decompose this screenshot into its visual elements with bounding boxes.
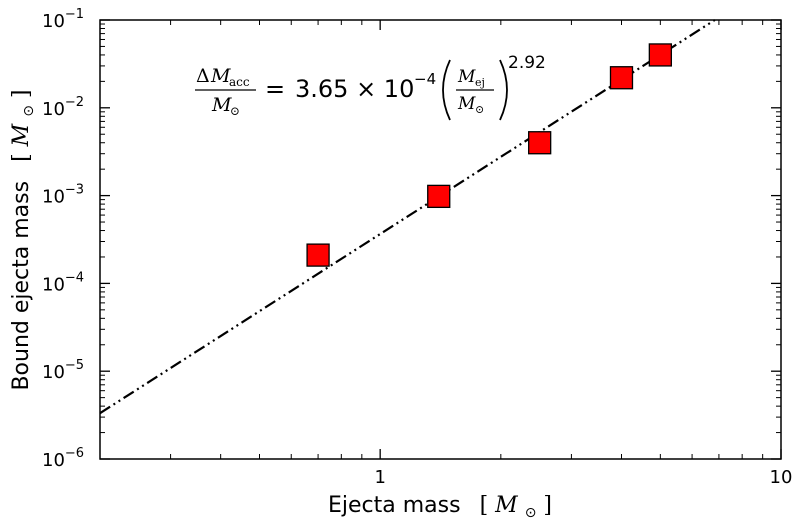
minor-ticks bbox=[100, 20, 781, 459]
eq-den-symbol: M bbox=[211, 94, 232, 116]
y-tick-label: 10−3 bbox=[42, 183, 84, 208]
y-tick-label: 10−2 bbox=[42, 95, 84, 120]
major-ticks bbox=[100, 19, 782, 460]
data-point-square bbox=[427, 184, 451, 209]
tick-labels: 1 10 10−6 10−5 10−4 10−3 10−2 10−1 bbox=[42, 7, 792, 488]
eq-inner-den-symbol: M bbox=[457, 94, 476, 114]
eq-inner-den-sub: ⊙ bbox=[475, 103, 484, 116]
y-axis-unit-open: [ bbox=[9, 153, 34, 162]
y-tick-label: 10−6 bbox=[42, 446, 84, 471]
data-point-square bbox=[528, 131, 552, 155]
eq-inner-num-sub: ej bbox=[475, 76, 485, 89]
eq-left-paren bbox=[442, 59, 451, 121]
y-axis-label: Bound ejecta mass [ M ⊙ ] bbox=[9, 89, 39, 390]
eq-inner-num-symbol: M bbox=[457, 67, 476, 87]
data-point-square bbox=[609, 66, 634, 90]
y-tick-label: 10−4 bbox=[42, 270, 84, 295]
x-axis-label-text: Ejecta mass bbox=[328, 493, 461, 518]
data-point-square bbox=[306, 243, 330, 267]
x-tick-label: 1 bbox=[374, 467, 385, 488]
eq-right-paren bbox=[499, 59, 508, 121]
y-axis-unit-symbol: M bbox=[9, 123, 34, 147]
x-axis-unit-close: ] bbox=[543, 493, 552, 518]
x-axis-unit-open: [ bbox=[480, 493, 489, 518]
y-tick-label: 10−5 bbox=[42, 358, 84, 383]
data-point-square bbox=[648, 43, 672, 67]
fit-line bbox=[99, 19, 716, 415]
fit-equation: Δ M acc M ⊙ = 3.65 × 10 −4 M ej M ⊙ 2.92 bbox=[195, 53, 546, 121]
eq-coefficient-exp: −4 bbox=[414, 70, 436, 88]
data-markers bbox=[306, 43, 672, 267]
y-axis-unit-close: ] bbox=[9, 89, 34, 98]
eq-num-sub: acc bbox=[229, 75, 250, 89]
eq-equals: = bbox=[265, 75, 285, 103]
y-axis-unit-sub: ⊙ bbox=[21, 105, 37, 117]
eq-num-symbol: M bbox=[210, 65, 231, 87]
eq-power: 2.92 bbox=[508, 53, 546, 73]
x-axis-label: Ejecta mass [ M ⊙ ] bbox=[328, 493, 552, 523]
eq-coefficient: 3.65 × 10 bbox=[295, 75, 414, 103]
x-tick-label: 10 bbox=[770, 467, 793, 488]
eq-den-sub: ⊙ bbox=[230, 104, 240, 118]
plot-frame bbox=[99, 19, 782, 460]
x-axis-unit-symbol: M bbox=[494, 493, 518, 518]
y-tick-label: 10−1 bbox=[42, 7, 84, 32]
y-axis-label-text: Bound ejecta mass bbox=[9, 181, 34, 391]
x-axis-unit-sub: ⊙ bbox=[525, 505, 537, 521]
eq-num-delta: Δ bbox=[196, 65, 210, 87]
